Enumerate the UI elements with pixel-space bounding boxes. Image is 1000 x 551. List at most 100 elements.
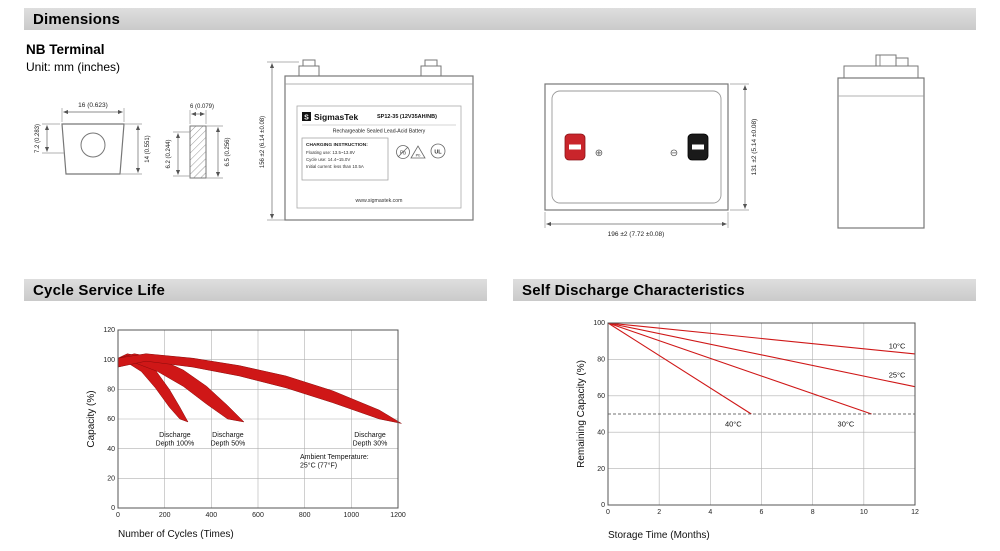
y-tick-label: 0 — [601, 502, 605, 509]
charging-line-1: Floating use: 13.5~13.8V — [306, 150, 355, 155]
dim-label-section-inner: 6.2 (0.244) — [166, 139, 172, 168]
y-tick-label: 80 — [107, 387, 115, 394]
battery-front-view-drawing: 156 ±2 (6.14 ±0.08) S SigmasTek SP12-35 … — [260, 59, 474, 221]
chart-annotation: Ambient Temperature: 25°C (77°F) — [300, 454, 369, 470]
chart-annotation: Discharge Depth 50% — [211, 432, 246, 448]
x-tick-label: 10 — [860, 509, 868, 516]
battery-type-line: Rechargeable Sealed Lead-Acid Battery — [333, 129, 426, 135]
dim-label-terminal-height-full: 14 (0.551) — [145, 135, 151, 162]
positive-terminal-slot — [569, 144, 581, 150]
battery-side-view-drawing — [837, 54, 925, 229]
charging-line-2: Cycle use: 14.4~15.0V — [306, 157, 350, 162]
terminal-heading-block: NB Terminal Unit: mm (inches) — [26, 42, 120, 74]
y-tick-label: 40 — [107, 446, 115, 453]
terminal-type-heading: NB Terminal — [26, 42, 105, 57]
series-label: 10°C — [889, 341, 906, 350]
battery-label-panel — [296, 105, 462, 209]
dim-label-battery-depth: 131 ±2 (5.14 ±0.08) — [751, 119, 758, 176]
brand-logo — [302, 112, 311, 121]
x-tick-label: 0 — [606, 509, 610, 516]
battery-top-lid-inset — [551, 90, 722, 204]
dim-label-section-outer: 6.5 (0.256) — [225, 137, 231, 166]
chart-annotation: Discharge Depth 30% — [353, 432, 388, 448]
x-tick-label: 6 — [760, 509, 764, 516]
compliance-icons: Pb Pb UL — [396, 143, 446, 159]
series-label: 40°C — [725, 420, 742, 429]
dimensions-section-title: Dimensions — [33, 10, 121, 28]
y-tick-label: 60 — [597, 393, 605, 400]
data-series — [607, 322, 916, 388]
battery-terminal-posts — [298, 59, 442, 77]
self-discharge-chart: 0 2 4 6 8 10 12 0 20 40 60 80 100 Storage Time (Month… — [576, 320, 919, 541]
svg-text:Pb: Pb — [400, 151, 406, 157]
y-tick-label: 20 — [107, 476, 115, 483]
x-tick-label: 800 — [299, 512, 311, 519]
negative-terminal-slot — [692, 144, 704, 150]
x-axis-label: Storage Time (Months) — [608, 530, 710, 541]
y-tick-label: 120 — [103, 327, 115, 334]
x-tick-label: 200 — [159, 512, 171, 519]
y-tick-label: 40 — [597, 429, 605, 436]
dim-label-battery-height: 156 ±2 (6.14 ±0.08) — [260, 116, 266, 168]
dim-battery-depth: 131 ±2 (5.14 ±0.08) — [730, 83, 758, 211]
website-url: www.sigmastek.com — [356, 198, 403, 204]
x-tick-label: 8 — [811, 509, 815, 516]
negative-symbol: ⊖ — [670, 148, 678, 159]
dim-battery-width: 196 ±2 (7.72 ±0.08) — [544, 212, 729, 238]
series-label: 25°C — [889, 371, 906, 380]
battery-side-lid — [843, 65, 919, 79]
x-tick-label: 4 — [708, 509, 712, 516]
ul-icon: UL — [430, 143, 446, 159]
plot-border — [117, 329, 399, 509]
model-number: SP12-35 (12V35AH/NB) — [377, 114, 437, 120]
y-tick-label: 0 — [111, 505, 115, 512]
dim-terminal-height-partial: 7.2 (0.283) — [35, 123, 64, 154]
positive-symbol: ⊕ — [595, 148, 603, 159]
brand-logo-letter: S — [304, 115, 309, 122]
dim-section-inner: 6.2 (0.244) — [166, 131, 190, 177]
data-series — [607, 322, 872, 415]
x-tick-label: 400 — [205, 512, 217, 519]
charging-title: CHARGING INSTRUCTION: — [306, 142, 368, 148]
charging-instruction-box: CHARGING INSTRUCTION: Floating use: 13.5… — [301, 137, 389, 181]
dim-terminal-width: 16 (0.623) — [61, 102, 125, 122]
x-tick-label: 2 — [657, 509, 661, 516]
unit-note: Unit: mm (inches) — [26, 60, 121, 74]
x-axis-label: Number of Cycles (Times) — [118, 529, 234, 540]
plot-border — [607, 322, 916, 506]
cycle-section-title: Cycle Service Life — [33, 281, 166, 299]
y-tick-label: 100 — [593, 320, 605, 327]
pb-crossed-icon: Pb — [396, 145, 410, 159]
y-axis-label: Remaining Capacity (%) — [576, 360, 587, 468]
series-label: 30°C — [838, 420, 855, 429]
dim-section-outer: 6.5 (0.256) — [206, 125, 231, 179]
x-tick-label: 1000 — [344, 512, 360, 519]
dim-section-width: 6 (0.079) — [189, 104, 214, 124]
y-tick-label: 60 — [107, 416, 115, 423]
battery-side-outline — [837, 77, 925, 229]
terminal-section-drawing: 6 (0.079) 6.2 (0.244) 6.5 (0.256) — [166, 104, 231, 179]
svg-text:UL: UL — [434, 150, 442, 156]
brand-name: SigmasTek — [314, 112, 359, 122]
section-header-dimensions: Dimensions — [24, 8, 976, 30]
terminal-section-body — [189, 125, 207, 179]
y-axis-label: Capacity (%) — [86, 390, 97, 447]
dim-terminal-height-full: 14 (0.551) — [120, 123, 151, 175]
svg-text:Pb: Pb — [416, 154, 421, 158]
charging-line-3: Initial current: less than 10.5A — [306, 164, 364, 169]
terminal-body-outline — [61, 123, 125, 175]
x-tick-label: 1200 — [390, 512, 406, 519]
dim-label-battery-width: 196 ±2 (7.72 ±0.08) — [608, 231, 665, 238]
section-header-self-discharge: Self Discharge Characteristics — [513, 279, 976, 301]
y-tick-label: 80 — [597, 357, 605, 364]
dim-battery-height: 156 ±2 (6.14 ±0.08) — [260, 61, 299, 221]
x-tick-label: 12 — [911, 509, 919, 516]
dim-label-section-width: 6 (0.079) — [190, 104, 214, 110]
terminal-bolt-hole — [80, 132, 106, 158]
data-series — [607, 322, 916, 355]
terminal-front-view-drawing: 16 (0.623) 7.2 (0.283) 14 (0.551) — [35, 102, 151, 175]
battery-top-view-drawing: ⊕ ⊖ 196 ±2 (7.72 ±0.08) 131 ±2 (5.14 ±0.… — [544, 83, 758, 238]
self-discharge-section-title: Self Discharge Characteristics — [522, 281, 745, 299]
x-tick-label: 600 — [252, 512, 264, 519]
